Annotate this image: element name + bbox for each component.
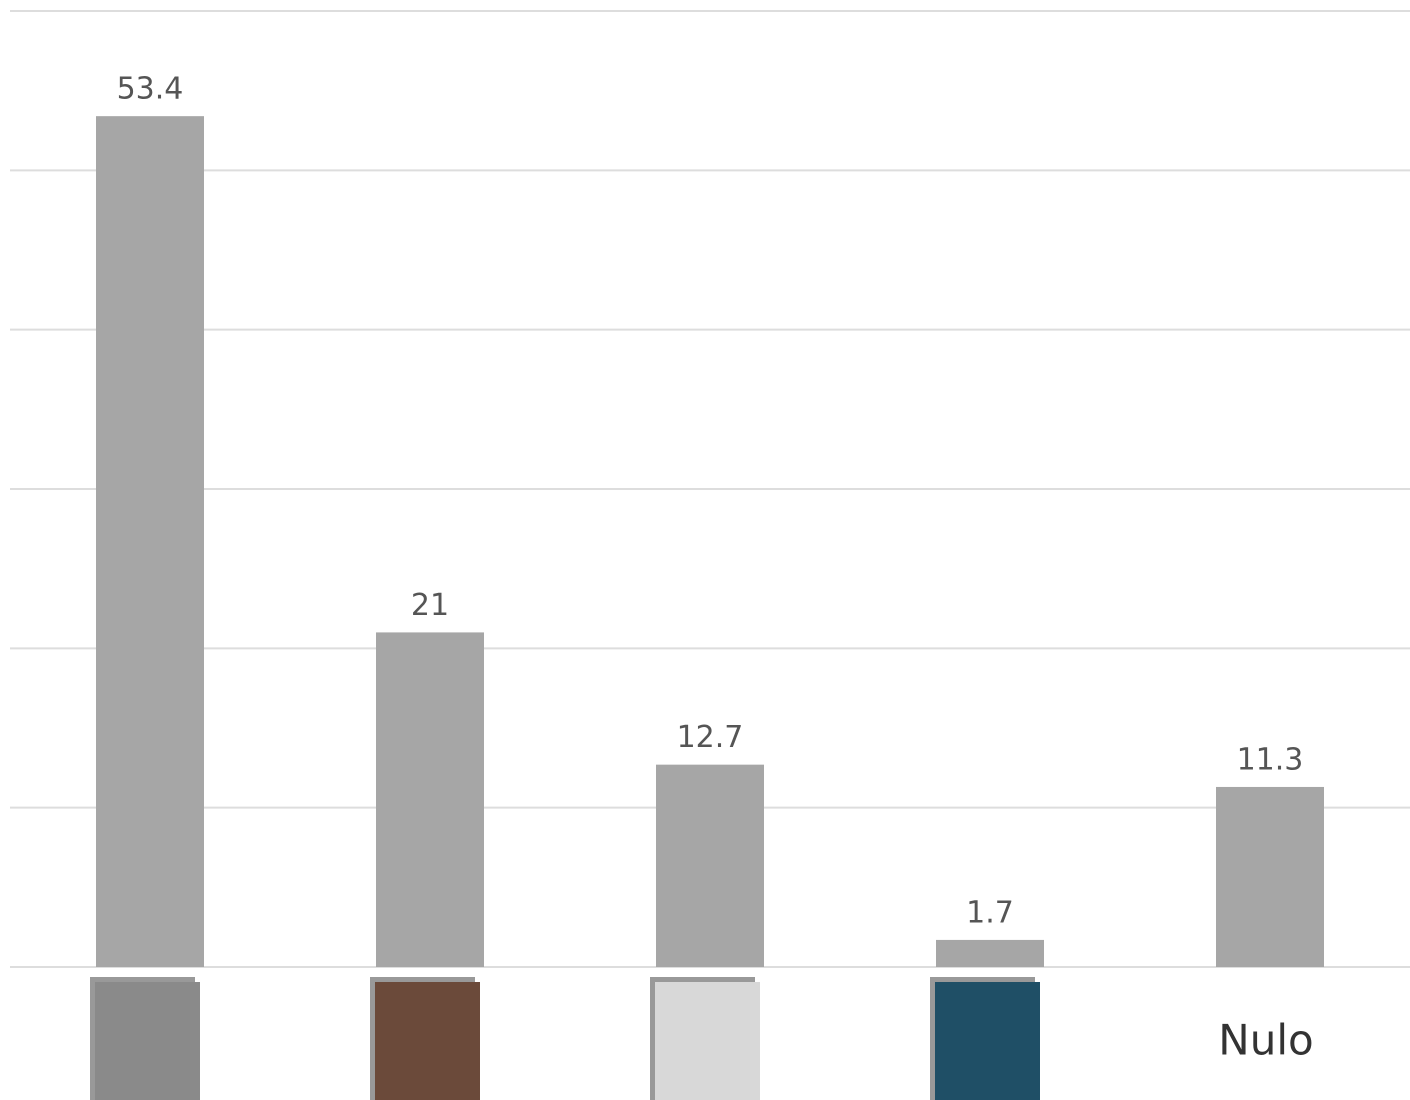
bar	[96, 116, 204, 967]
candidate-photo	[95, 982, 200, 1100]
value-label: 53.4	[117, 72, 184, 107]
candidate-photo	[655, 982, 760, 1100]
candidate-photo	[375, 982, 480, 1100]
bar	[936, 939, 1044, 967]
bar	[656, 764, 764, 967]
bar	[1216, 786, 1324, 967]
x-tick-label: Nulo	[1218, 1016, 1313, 1065]
candidate-photo	[935, 982, 1040, 1100]
value-label: 11.3	[1237, 742, 1304, 777]
value-label: 12.7	[677, 720, 744, 755]
value-label: 1.7	[966, 895, 1014, 930]
value-label: 21	[411, 588, 449, 623]
bar	[376, 632, 484, 967]
